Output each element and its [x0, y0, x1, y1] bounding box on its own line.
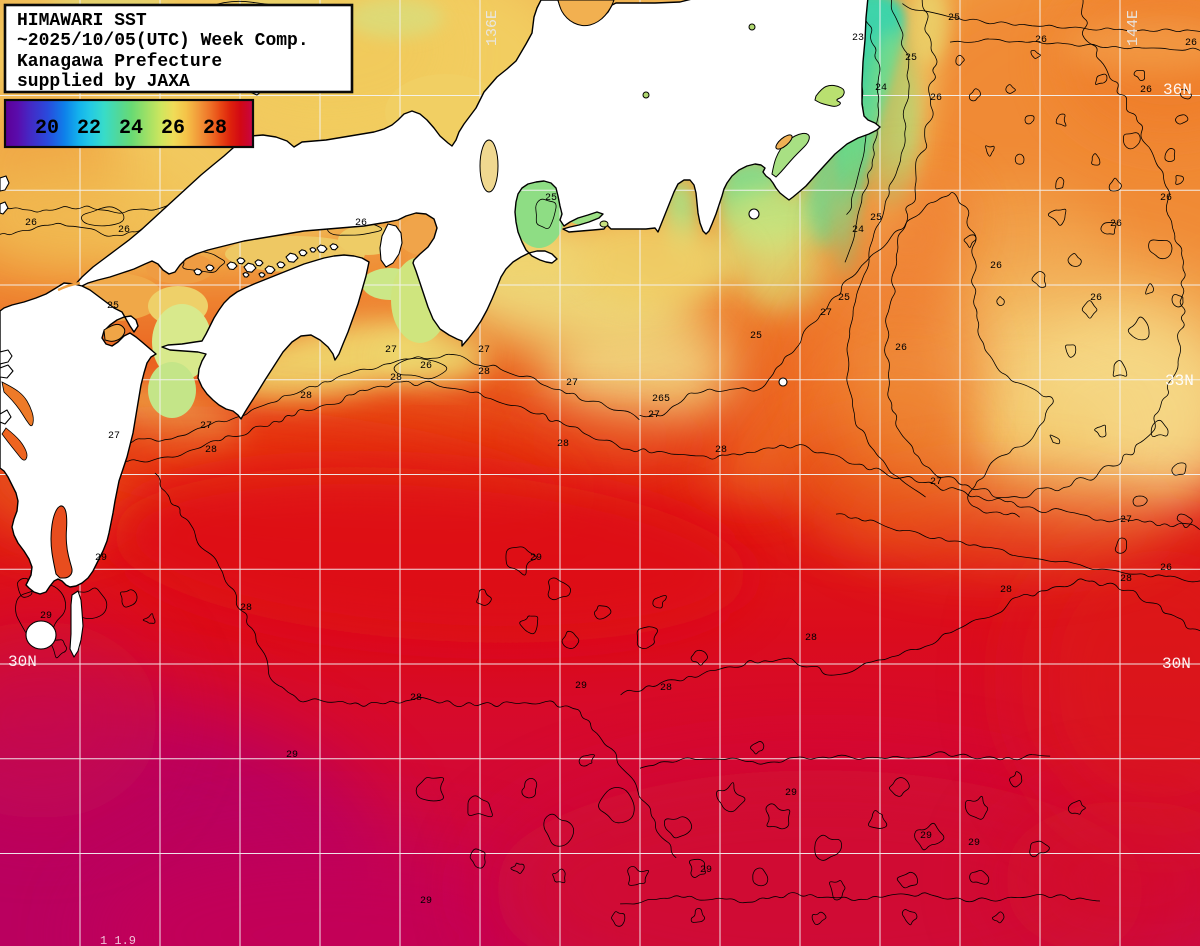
- svg-text:29: 29: [286, 750, 298, 761]
- svg-text:26: 26: [895, 343, 907, 354]
- svg-text:28: 28: [240, 603, 252, 614]
- svg-text:26: 26: [1160, 563, 1172, 574]
- svg-text:25: 25: [948, 13, 960, 24]
- svg-text:22: 22: [77, 117, 101, 140]
- svg-text:25: 25: [905, 53, 917, 64]
- svg-text:Kanagawa Prefecture: Kanagawa Prefecture: [17, 52, 222, 72]
- svg-text:28: 28: [205, 445, 217, 456]
- svg-text:~2025/10/05(UTC) Week Comp.: ~2025/10/05(UTC) Week Comp.: [17, 31, 309, 51]
- svg-text:29: 29: [700, 865, 712, 876]
- svg-text:27: 27: [566, 378, 578, 389]
- svg-text:27: 27: [1120, 515, 1132, 526]
- svg-text:26: 26: [990, 261, 1002, 272]
- svg-text:27: 27: [200, 421, 212, 432]
- svg-text:26: 26: [1185, 38, 1197, 49]
- svg-text:28: 28: [1000, 585, 1012, 596]
- svg-text:144E: 144E: [1125, 10, 1142, 46]
- svg-text:26: 26: [355, 218, 367, 229]
- svg-text:29: 29: [920, 831, 932, 842]
- svg-text:29: 29: [530, 553, 542, 564]
- svg-text:28: 28: [300, 391, 312, 402]
- svg-text:29: 29: [420, 896, 432, 907]
- svg-text:27: 27: [930, 477, 942, 488]
- svg-text:136E: 136E: [484, 10, 501, 46]
- svg-text:28: 28: [203, 117, 227, 140]
- svg-text:28: 28: [410, 693, 422, 704]
- svg-text:1 1.9: 1 1.9: [100, 934, 136, 946]
- svg-text:25: 25: [107, 301, 119, 312]
- svg-text:23: 23: [852, 33, 864, 44]
- svg-text:25: 25: [750, 331, 762, 342]
- svg-text:26: 26: [1110, 219, 1122, 230]
- svg-text:27: 27: [478, 345, 490, 356]
- svg-text:25: 25: [838, 293, 850, 304]
- svg-text:HIMAWARI SST: HIMAWARI SST: [17, 11, 147, 31]
- svg-text:28: 28: [660, 683, 672, 694]
- svg-text:26: 26: [420, 361, 432, 372]
- svg-text:26: 26: [1035, 35, 1047, 46]
- svg-text:29: 29: [785, 788, 797, 799]
- svg-text:265: 265: [652, 394, 670, 405]
- svg-text:supplied by JAXA: supplied by JAXA: [17, 72, 190, 92]
- svg-text:26: 26: [25, 218, 37, 229]
- svg-text:28: 28: [478, 367, 490, 378]
- svg-text:27: 27: [820, 308, 832, 319]
- svg-text:30N: 30N: [8, 653, 37, 671]
- svg-text:25: 25: [545, 193, 557, 204]
- svg-text:26: 26: [161, 117, 185, 140]
- svg-text:28: 28: [557, 439, 569, 450]
- svg-text:26: 26: [118, 225, 130, 236]
- svg-text:33N: 33N: [1165, 372, 1194, 390]
- svg-text:20: 20: [35, 117, 59, 140]
- svg-text:26: 26: [1160, 193, 1172, 204]
- svg-text:28: 28: [805, 633, 817, 644]
- svg-text:29: 29: [968, 838, 980, 849]
- svg-text:27: 27: [648, 410, 660, 421]
- svg-text:26: 26: [930, 93, 942, 104]
- svg-text:28: 28: [715, 445, 727, 456]
- svg-text:36N: 36N: [1163, 81, 1192, 99]
- svg-text:25: 25: [870, 213, 882, 224]
- svg-text:30N: 30N: [1162, 655, 1191, 673]
- svg-text:24: 24: [852, 225, 864, 236]
- svg-text:28: 28: [1120, 574, 1132, 585]
- svg-text:29: 29: [40, 611, 52, 622]
- svg-text:24: 24: [875, 83, 887, 94]
- svg-text:27: 27: [108, 431, 120, 442]
- svg-text:26: 26: [1140, 85, 1152, 96]
- svg-text:29: 29: [95, 553, 107, 564]
- svg-text:27: 27: [385, 345, 397, 356]
- svg-text:24: 24: [119, 117, 143, 140]
- svg-text:28: 28: [390, 373, 402, 384]
- svg-text:26: 26: [1090, 293, 1102, 304]
- svg-text:29: 29: [575, 681, 587, 692]
